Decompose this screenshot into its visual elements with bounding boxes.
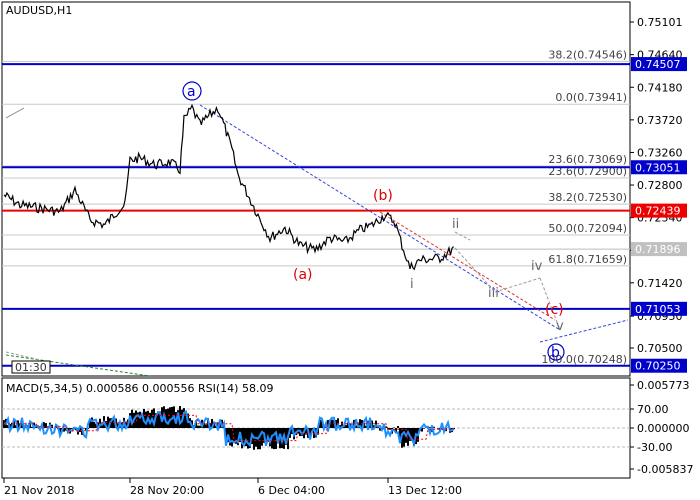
time-box-text: 01:30 — [15, 361, 47, 374]
wave-c-red: (c) — [545, 302, 564, 318]
wave-b-blue: b — [551, 345, 560, 361]
wave-a-blue: a — [187, 84, 196, 100]
time-tick-label: 6 Dec 04:00 — [258, 484, 325, 497]
indicator-tick-label: 0.005773 — [637, 379, 690, 392]
level-price-text: 0.72439 — [635, 205, 681, 218]
price-tick-label: 0.74180 — [637, 81, 683, 94]
blue-dashed-trendline[interactable] — [199, 104, 561, 331]
indicator-tick-label: -30.00 — [637, 441, 672, 454]
level-price-text: 0.73051 — [635, 161, 681, 174]
trend-lines[interactable] — [5, 104, 629, 377]
indicator-tick-label: 0.000000 — [637, 422, 690, 435]
price-tick-label: 0.75101 — [637, 16, 683, 29]
gray-short-line — [5, 107, 25, 119]
fibonacci-levels: 38.2(0.74546)0.0(0.73941)23.6(0.73069)23… — [2, 48, 630, 367]
gray-wave-path-2[interactable] — [494, 277, 541, 293]
level-price-box — [631, 57, 687, 72]
price-series[interactable] — [3, 103, 454, 271]
current-price-text: 0.71896 — [635, 243, 681, 256]
gray-dashed-line — [5, 351, 41, 361]
wave-b-red: (b) — [373, 188, 393, 204]
red-dashed-trendline[interactable] — [379, 211, 556, 321]
rsi-line — [3, 410, 455, 448]
level-price-text: 0.74507 — [635, 58, 681, 71]
time-tick-label: 21 Nov 2018 — [4, 484, 74, 497]
wave-iv: iv — [531, 259, 543, 274]
fib-label: 61.8(0.71659) — [548, 253, 627, 266]
time-tick-label: 13 Dec 12:00 — [388, 484, 462, 497]
wave-iii: iii — [488, 286, 499, 301]
fib-label: 38.2(0.74546) — [548, 48, 627, 61]
level-price-box — [631, 160, 687, 175]
fib-label: 50.0(0.72094) — [548, 222, 627, 235]
level-price-text: 0.71053 — [635, 303, 681, 316]
indicator-label: MACD(5,34,5) 0.000586 0.000556 RSI(14) 5… — [6, 382, 273, 395]
price-tick-label: 0.70500 — [637, 342, 683, 355]
wave-a-red: (a) — [293, 267, 313, 283]
time-axis: 21 Nov 2018 28 Nov 20:00 6 Dec 04:00 13 Dec… — [3, 478, 462, 497]
time-box — [11, 360, 51, 374]
time-tick-label: 28 Nov 20:00 — [130, 484, 204, 497]
signal-line — [4, 414, 454, 442]
wave-b-circle — [547, 343, 565, 361]
level-price-box — [631, 203, 687, 218]
indicator-tick-label: -0.005837 — [637, 463, 693, 476]
support-resistance-levels[interactable]: 0.74507 0.73051 0.72439 0.71053 0.70250 0.718… — [2, 57, 687, 373]
blue-dashed-projection[interactable] — [539, 319, 629, 343]
fib-label: 0.0(0.73941) — [555, 91, 627, 104]
gray-wave-path-0[interactable] — [454, 231, 471, 241]
price-pane — [1, 1, 631, 377]
current-price-box — [631, 242, 687, 257]
level-price-text: 0.70250 — [635, 360, 681, 373]
wave-v: v — [556, 319, 564, 334]
price-tick-label: 0.73720 — [637, 114, 683, 127]
level-price-box — [631, 301, 687, 316]
indicator-tick-label: 70.00 — [637, 403, 669, 416]
level-price-box — [631, 358, 687, 373]
price-tick-label: 0.72800 — [637, 179, 683, 192]
fib-label: 23.6(0.73069) — [548, 153, 627, 166]
price-tick-label: 0.73260 — [637, 146, 683, 159]
symbol-title: AUDUSD,H1 — [6, 4, 72, 17]
indicator-axis: 0.005773 70.00 0.000000 -30.00 -0.005837 — [630, 379, 693, 476]
wave-a-circle — [182, 81, 202, 101]
wave-ii: ii — [452, 217, 459, 232]
wave-labels: a (b) (a) (c) b i ii iii iv v — [182, 81, 565, 361]
wave-i: i — [410, 277, 414, 292]
fib-label: 38.2(0.72530) — [548, 191, 627, 204]
gray-wave-path-3[interactable] — [539, 277, 561, 331]
green-dashed-line — [5, 354, 151, 377]
price-tick-label: 0.71420 — [637, 277, 683, 290]
